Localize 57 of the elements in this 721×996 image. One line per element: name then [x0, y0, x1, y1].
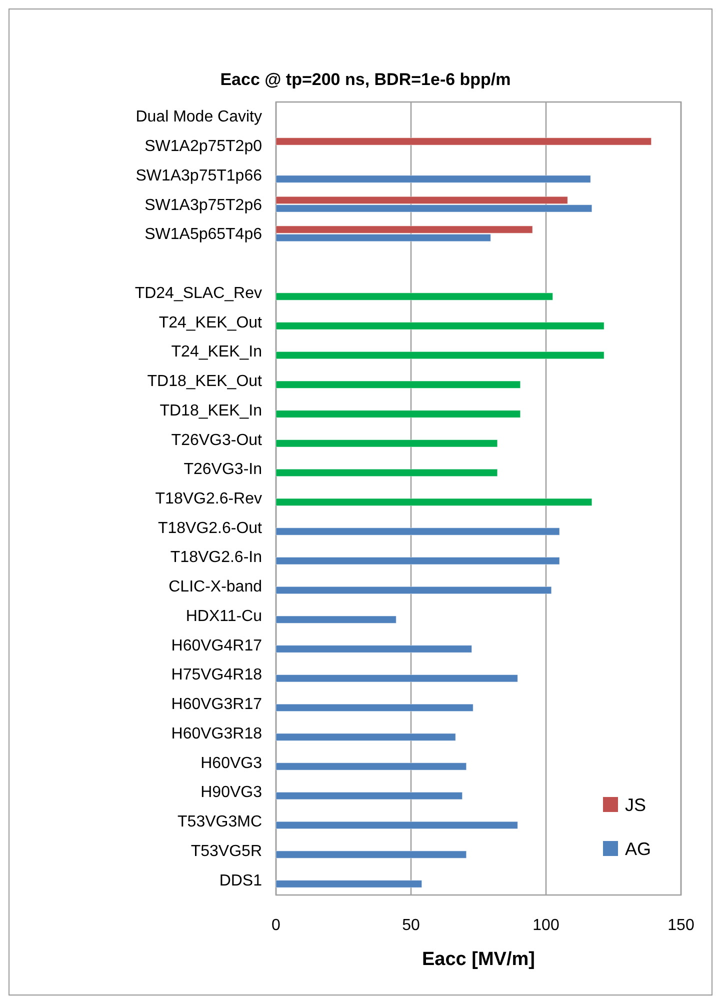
y-tick-label: T24_KEK_Out	[158, 314, 263, 332]
y-tick-label: H75VG4R18	[171, 666, 262, 684]
bar	[276, 733, 456, 741]
bar	[276, 322, 604, 330]
y-tick-label: TD18_KEK_Out	[147, 373, 263, 390]
bar	[276, 528, 560, 536]
y-tick-label: T18VG2.6-Rev	[155, 490, 262, 508]
bar	[276, 792, 463, 800]
x-tick-label: 100	[532, 917, 560, 934]
bar	[276, 556, 560, 565]
bar	[276, 586, 552, 594]
y-tick-label: H60VG3	[200, 754, 262, 772]
y-tick-label: SW1A5p65T4p6	[144, 226, 262, 244]
y-tick-label: H60VG3R18	[171, 725, 262, 742]
y-tick-label: DDS1	[219, 872, 262, 890]
y-tick-label: H90VG3	[200, 784, 262, 802]
y-tick-label: T53VG3MC	[178, 814, 262, 831]
bar	[276, 762, 467, 770]
bar	[276, 850, 467, 858]
y-tick-label: SW1A2p75T2p0	[144, 138, 262, 156]
y-tick-label: CLIC-X-band	[168, 578, 262, 596]
bar	[276, 410, 521, 418]
y-tick-label: T53VG5R	[190, 842, 262, 860]
bar	[276, 674, 518, 682]
y-tick-label: T26VG3-In	[184, 461, 262, 478]
x-tick-label: 0	[272, 917, 281, 934]
x-tick-label: 150	[668, 917, 694, 934]
legend-label: JS	[625, 795, 646, 815]
bar	[276, 175, 591, 183]
bar	[276, 468, 498, 477]
x-axis-title: Eacc [MV/m]	[422, 949, 535, 970]
x-tick-label: 50	[402, 917, 420, 934]
bar	[276, 498, 592, 506]
legend-label: AG	[625, 839, 652, 859]
y-tick-label: TD18_KEK_In	[160, 402, 262, 420]
bar	[276, 440, 498, 448]
y-tick-label: SW1A3p75T2p6	[144, 196, 262, 214]
bar	[276, 138, 652, 146]
chart-title: Eacc @ tp=200 ns, BDR=1e-6 bpp/m	[220, 70, 511, 89]
y-tick-label: H60VG4R17	[171, 637, 262, 654]
bar	[276, 821, 518, 830]
bar	[276, 704, 474, 712]
bar	[276, 380, 521, 388]
bar	[276, 351, 604, 360]
y-tick-label: T18VG2.6-In	[170, 549, 262, 566]
bar	[276, 645, 472, 653]
bar	[276, 292, 553, 300]
y-tick-label: SW1A3p75T1p66	[136, 167, 262, 184]
y-tick-label: T18VG2.6-Out	[158, 520, 263, 537]
y-tick-label: T24_KEK_In	[171, 344, 262, 361]
y-tick-label: TD24_SLAC_Rev	[134, 284, 262, 302]
bar	[276, 880, 422, 888]
y-tick-label: H60VG3R17	[171, 696, 262, 714]
y-tick-label: HDX11-Cu	[186, 608, 262, 625]
y-tick-label: Dual Mode Cavity	[136, 108, 262, 126]
bar	[276, 616, 396, 624]
y-tick-label: T26VG3-Out	[171, 432, 263, 449]
